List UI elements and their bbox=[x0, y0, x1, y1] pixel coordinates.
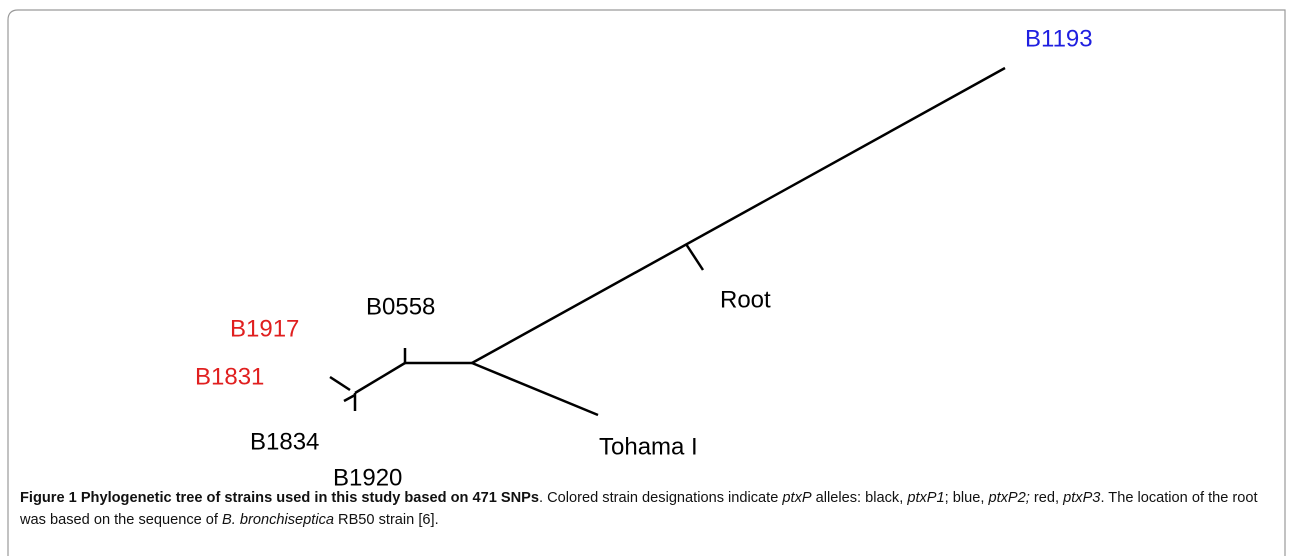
branch bbox=[471, 361, 599, 417]
node-label: B0558 bbox=[366, 293, 435, 320]
node-label: Tohama I bbox=[599, 433, 698, 460]
node-label: B1920 bbox=[333, 464, 402, 491]
branch bbox=[354, 361, 406, 395]
root-tick bbox=[684, 243, 705, 271]
branch bbox=[471, 66, 1006, 365]
node-label: B1834 bbox=[250, 428, 319, 455]
tree bbox=[329, 66, 1006, 417]
caption-segment: ; blue, bbox=[944, 490, 989, 506]
node-label: Root bbox=[720, 286, 771, 313]
caption-segment: ptxP3 bbox=[1063, 490, 1101, 506]
caption-segment: . Colored strain designations indicate bbox=[539, 490, 783, 506]
branch bbox=[329, 375, 351, 392]
caption-segment: alleles: black, bbox=[811, 490, 908, 506]
caption-segment: Figure 1 Phylogenetic tree of strains us… bbox=[20, 490, 540, 506]
caption-segment: ptxP1 bbox=[907, 490, 945, 506]
caption-segment: RB50 strain [6]. bbox=[333, 512, 439, 528]
figure-border bbox=[7, 9, 1286, 556]
branch bbox=[343, 393, 356, 403]
node-label: B1917 bbox=[230, 315, 299, 342]
caption-segment: ptxP bbox=[782, 490, 812, 506]
figure-caption: Figure 1 Phylogenetic tree of strains us… bbox=[20, 487, 1282, 531]
caption-segment: red, bbox=[1029, 490, 1064, 506]
node-label: B1193 bbox=[1025, 25, 1093, 52]
caption-segment: . The location of the root was based on … bbox=[20, 490, 1258, 528]
node-labels: B1193 Root B0558 B1917 B1831 B1834 B1920… bbox=[195, 25, 1093, 491]
caption-segment: B. bronchiseptica bbox=[222, 512, 334, 528]
node-label: B1831 bbox=[195, 363, 264, 390]
caption-segment: ptxP2; bbox=[988, 490, 1030, 506]
